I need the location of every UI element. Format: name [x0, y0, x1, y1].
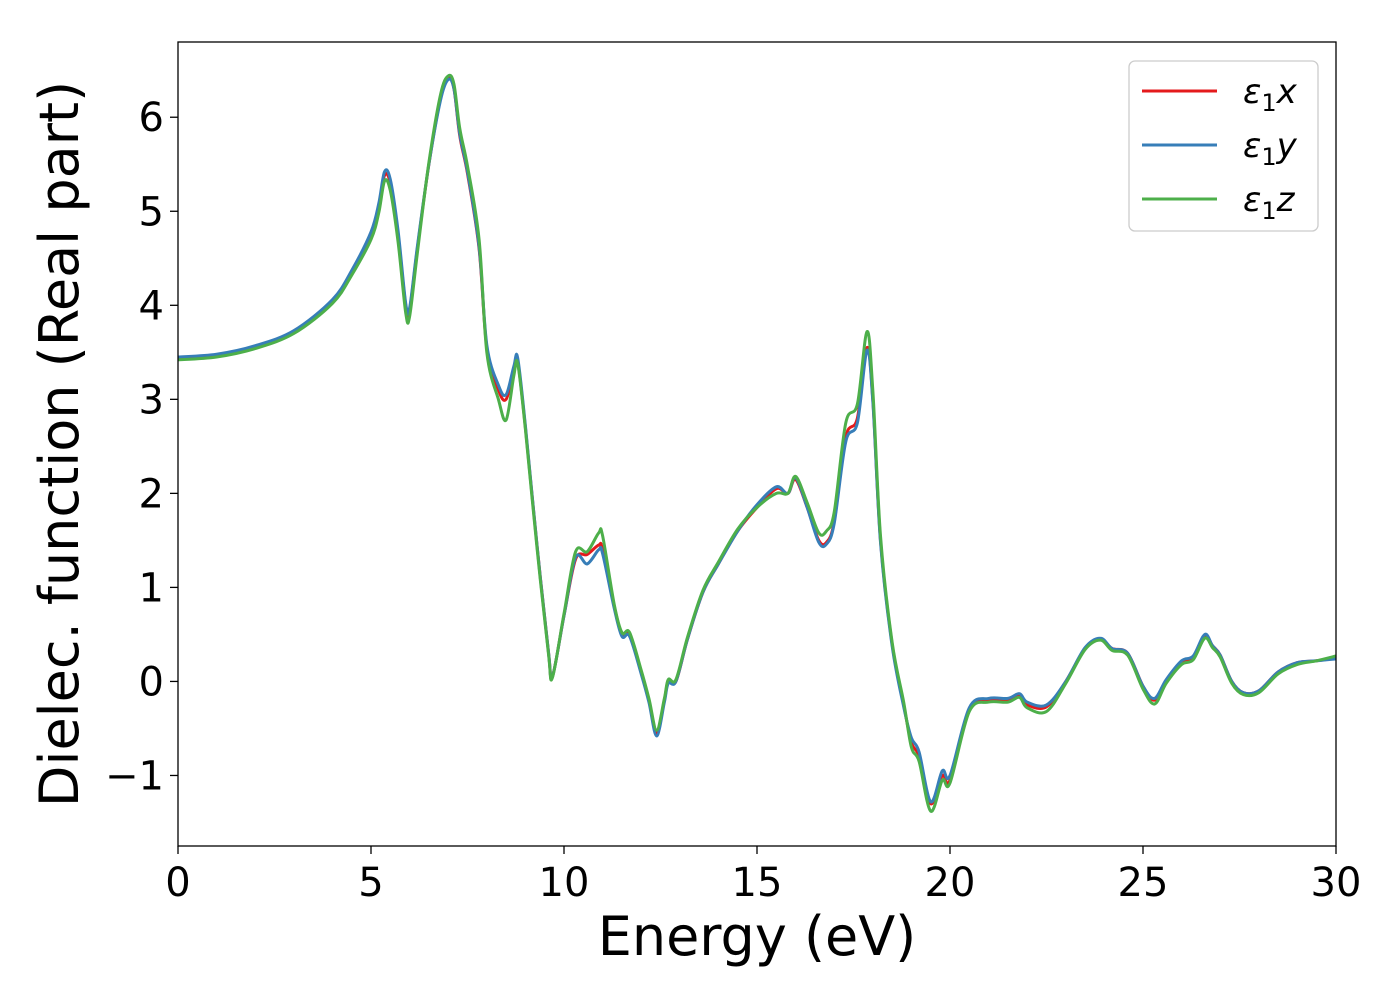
x-tick-label: 20 — [925, 860, 976, 906]
y-axis: −1 0 1 2 3 4 5 6 — [105, 95, 178, 799]
y-tick-label: 1 — [139, 565, 164, 611]
x-tick-label: 25 — [1118, 860, 1169, 906]
legend-label: ε1z — [1243, 180, 1296, 225]
y-axis-title: Dielec. function (Real part) — [28, 81, 91, 807]
legend: ε1x ε1y ε1z — [1128, 60, 1319, 232]
series-layer — [178, 73, 1336, 813]
legend-label: ε1x — [1243, 72, 1298, 117]
y-tick-label: 4 — [139, 283, 164, 329]
x-axis-title: Energy (eV) — [598, 905, 917, 968]
y-tick-label: 6 — [139, 95, 164, 141]
y-tick-label: −1 — [105, 753, 164, 799]
x-tick-label: 5 — [358, 860, 383, 906]
y-tick-label: 0 — [139, 659, 164, 705]
x-tick-label: 0 — [165, 860, 190, 906]
x-tick-label: 10 — [539, 860, 590, 906]
y-tick-label: 3 — [139, 377, 164, 423]
x-tick-label: 30 — [1311, 860, 1362, 906]
y-tick-label: 2 — [139, 471, 164, 517]
y-tick-label: 5 — [139, 189, 164, 235]
legend-box — [1128, 60, 1319, 232]
x-axis: 0 5 10 15 20 25 30 — [165, 846, 1361, 906]
x-tick-label: 15 — [732, 860, 783, 906]
series-line-2 — [178, 73, 1336, 813]
legend-label: ε1y — [1243, 126, 1298, 171]
